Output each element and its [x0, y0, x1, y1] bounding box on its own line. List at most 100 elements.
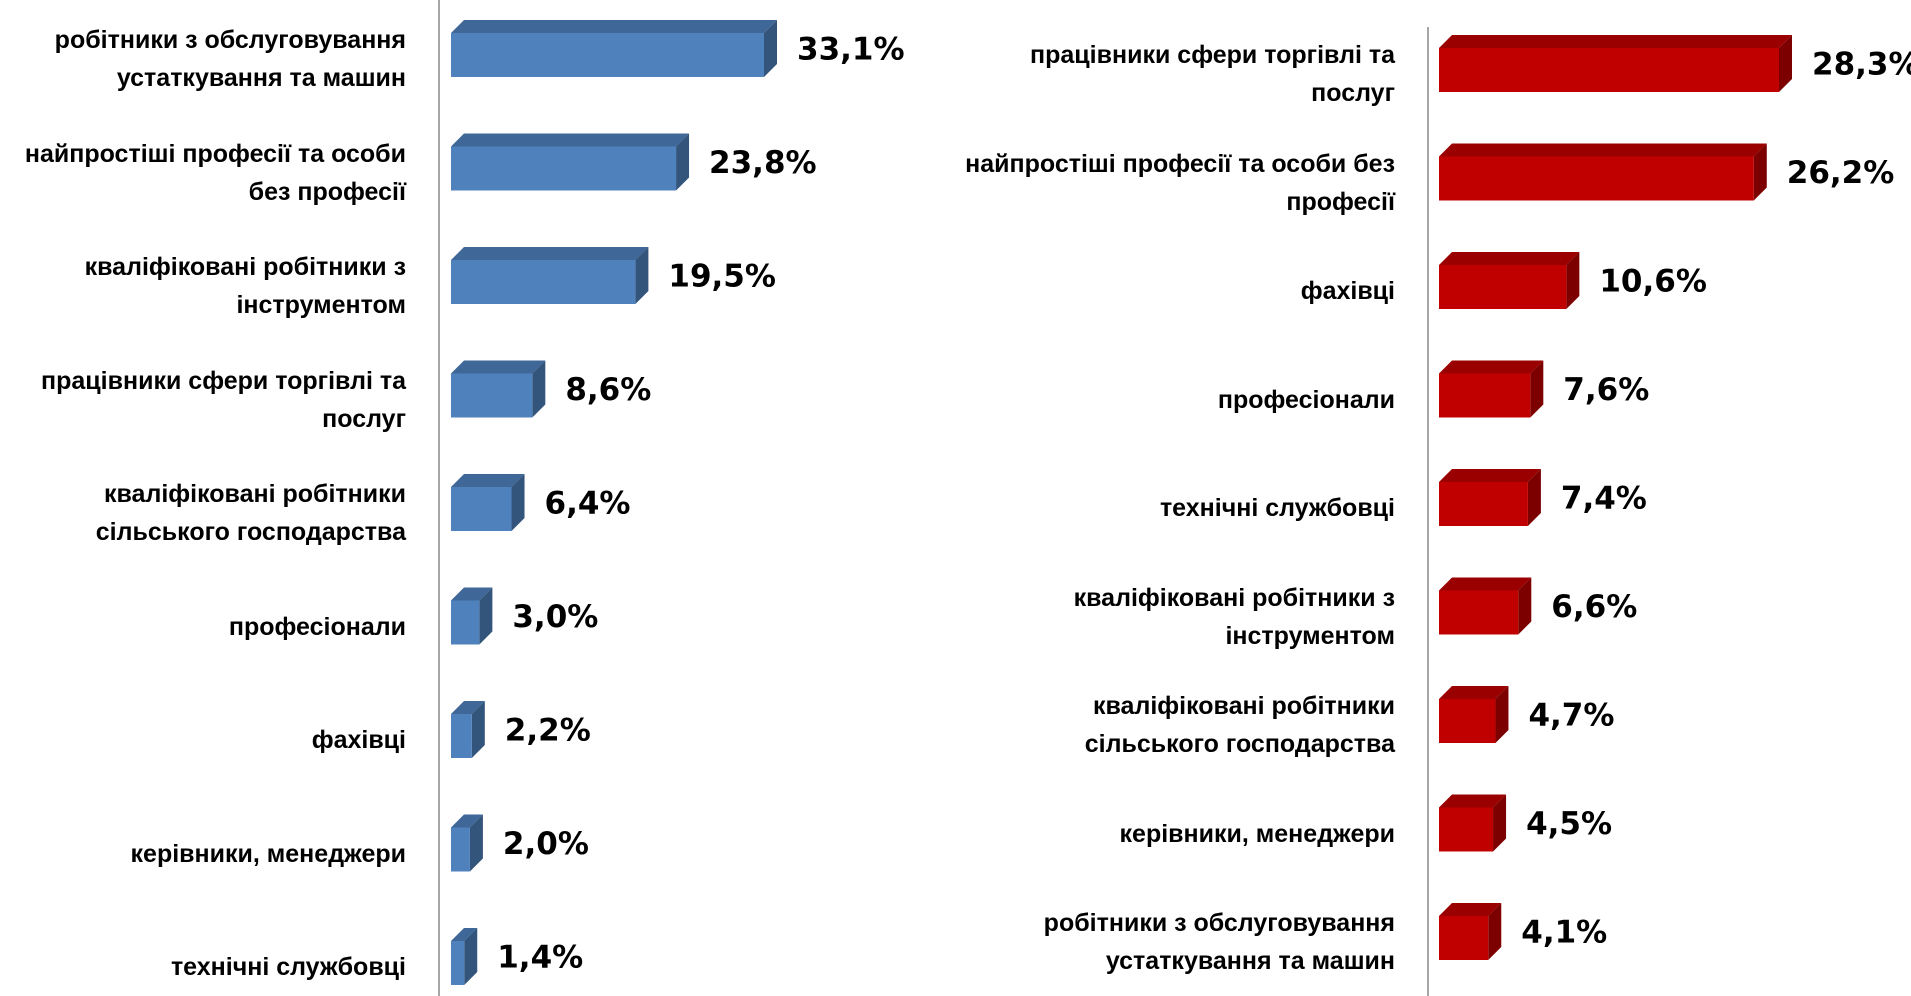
data-label: 10,6% — [1599, 264, 1707, 300]
bar-front — [451, 827, 470, 872]
bar-top — [451, 474, 525, 487]
bar-top — [451, 247, 649, 260]
bar-front — [451, 600, 480, 645]
bar — [1439, 360, 1544, 418]
category-label: працівники сфери торгівлі та послуг — [41, 366, 406, 433]
bar-front — [1439, 373, 1531, 418]
data-label: 8,6% — [565, 372, 651, 408]
bar-front — [451, 487, 512, 531]
category-label: фахівці — [311, 726, 406, 754]
data-label: 28,3% — [1812, 47, 1911, 83]
category-label: технічні службовці — [1159, 494, 1395, 522]
data-label: 4,1% — [1521, 915, 1607, 951]
category-label: фахівці — [1300, 277, 1395, 305]
bar — [1439, 686, 1509, 743]
bar — [1439, 143, 1767, 201]
bar-front — [1439, 590, 1519, 635]
data-label: 4,7% — [1528, 698, 1614, 734]
data-label: 3,0% — [512, 599, 598, 635]
bar-top — [1439, 577, 1532, 591]
data-label: 2,2% — [505, 713, 591, 749]
bar-side — [479, 587, 493, 645]
bar-front — [1439, 807, 1494, 852]
bar-front — [1439, 48, 1779, 92]
category-label: найпростіші професії та особи без профес… — [965, 149, 1395, 216]
bar-front — [1439, 156, 1754, 201]
category-label: робітники з обслуговування устаткування … — [1043, 909, 1395, 975]
bar-side — [764, 20, 777, 77]
category-label: найпростіші професії та особи без профес… — [24, 139, 406, 206]
bar-front — [451, 33, 764, 77]
bar — [1439, 794, 1507, 852]
bar-top — [451, 928, 478, 941]
bar — [451, 133, 690, 191]
bar — [1439, 469, 1541, 526]
bar-side — [1518, 577, 1532, 635]
bar — [1439, 252, 1580, 309]
category-label: професіонали — [1217, 385, 1395, 414]
category-label: керівники, менеджери — [130, 839, 406, 868]
bar-front — [1439, 482, 1528, 526]
data-label: 1,4% — [497, 940, 583, 976]
bar — [451, 587, 493, 645]
bar-front — [451, 146, 677, 191]
bar-side — [1566, 252, 1580, 309]
category-label: професіонали — [228, 612, 406, 641]
data-label: 33,1% — [797, 32, 905, 68]
bar — [451, 701, 485, 758]
data-label: 23,8% — [709, 145, 817, 181]
bar-side — [1779, 35, 1792, 92]
bar-top — [451, 587, 493, 601]
data-label: 6,4% — [545, 486, 631, 522]
bar-top — [1439, 35, 1792, 48]
bar-top — [451, 814, 483, 828]
bar-front — [451, 714, 472, 758]
bar-side — [1527, 469, 1541, 526]
bar-front — [1439, 916, 1489, 960]
data-label: 26,2% — [1787, 155, 1895, 191]
bar-top — [451, 701, 485, 714]
bar-top — [1439, 903, 1502, 916]
bar-side — [676, 133, 690, 191]
category-label: кваліфіковані робітники з інструментом — [84, 253, 406, 319]
bar-side — [1495, 686, 1509, 743]
bar-top — [1439, 252, 1580, 265]
bar — [451, 20, 777, 77]
bar-front — [451, 260, 636, 304]
data-label: 7,6% — [1563, 372, 1649, 408]
category-label: працівники сфери торгівлі та послуг — [1030, 41, 1395, 107]
data-label: 19,5% — [668, 259, 776, 295]
bar — [451, 474, 525, 531]
bar-side — [471, 701, 485, 758]
bar — [451, 928, 478, 985]
bar-front — [1439, 265, 1567, 309]
data-label: 7,4% — [1561, 481, 1647, 517]
bar-top — [1439, 143, 1767, 157]
bar-front — [451, 941, 465, 985]
category-label: робітники з обслуговування устаткування … — [54, 26, 406, 92]
bar-side — [635, 247, 649, 304]
bar — [1439, 35, 1792, 92]
bar-side — [469, 814, 483, 872]
data-label: 4,5% — [1526, 806, 1612, 842]
category-label: кваліфіковані робітники з інструментом — [1073, 583, 1395, 650]
bar-side — [1530, 360, 1544, 418]
bar-top — [1439, 686, 1509, 699]
bar — [451, 814, 483, 872]
bar-side — [1493, 794, 1507, 852]
category-label: кваліфіковані робітники сільського госпо… — [1084, 692, 1395, 758]
bar-side — [532, 360, 546, 418]
bar — [451, 247, 649, 304]
bar — [451, 360, 546, 418]
bar-side — [464, 928, 478, 985]
bar-top — [451, 360, 546, 374]
bar-top — [1439, 360, 1544, 374]
data-label: 2,0% — [503, 826, 589, 862]
bar-top — [1439, 469, 1541, 482]
bar-front — [1439, 699, 1496, 743]
category-label: кваліфіковані робітники сільського госпо… — [95, 480, 406, 546]
bar-side — [1753, 143, 1767, 201]
bar — [1439, 903, 1502, 960]
